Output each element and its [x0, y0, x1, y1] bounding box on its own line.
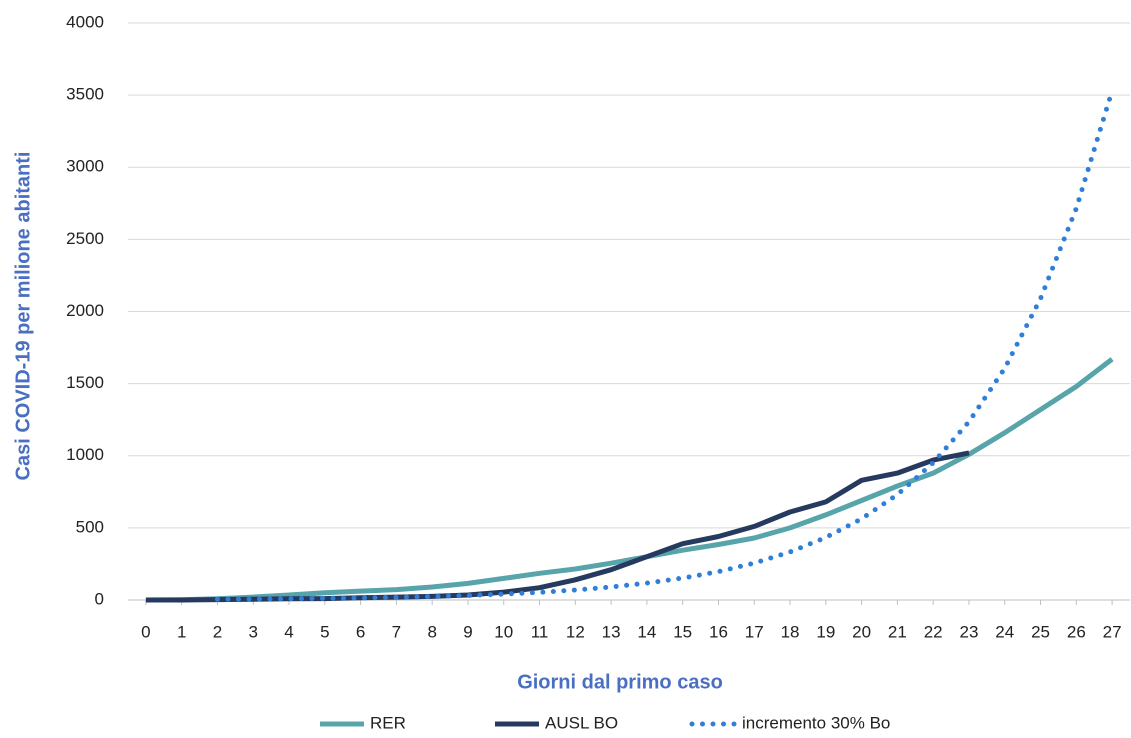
x-tick-label: 27: [1103, 622, 1122, 641]
x-tick-label: 17: [745, 622, 764, 641]
x-tick-label: 3: [249, 622, 258, 641]
line-series: [215, 88, 1115, 602]
x-tick-label: 20: [852, 622, 871, 641]
x-tick-label: 25: [1031, 622, 1050, 641]
x-tick-label: 12: [566, 622, 585, 641]
x-axis-title: Giorni dal primo caso: [517, 671, 723, 693]
y-axis-title: Casi COVID-19 per milione abitanti: [12, 152, 34, 481]
x-tick-label: 22: [924, 622, 943, 641]
x-tick-label: 8: [427, 622, 436, 641]
legend-label: AUSL BO: [545, 713, 618, 732]
y-tick-label: 500: [76, 517, 104, 536]
x-tick-label: 19: [816, 622, 835, 641]
x-tick-label: 11: [531, 622, 549, 641]
x-tick-label: 16: [709, 622, 728, 641]
x-tick-label: 5: [320, 622, 329, 641]
x-tick-label: 24: [995, 622, 1014, 641]
x-tick-label: 15: [673, 622, 692, 641]
x-tick-label: 4: [284, 622, 293, 641]
x-tick-label: 7: [392, 622, 401, 641]
y-tick-label: 2500: [66, 229, 104, 248]
x-tick-label: 23: [960, 622, 979, 641]
x-tick-label: 26: [1067, 622, 1086, 641]
y-tick-label: 1500: [66, 373, 104, 392]
x-tick-label: 0: [141, 622, 150, 641]
y-tick-label: 4000: [66, 12, 104, 31]
line-series: [145, 450, 970, 603]
y-tick-label: 2000: [66, 301, 104, 320]
x-tick-label: 14: [637, 622, 656, 641]
y-tick-label: 3500: [66, 85, 104, 104]
x-tick-label: 13: [602, 622, 621, 641]
x-tick-label: 18: [781, 622, 800, 641]
x-tick-label: 2: [213, 622, 222, 641]
y-tick-label: 1000: [66, 445, 104, 464]
legend-label: incremento 30% Bo: [742, 713, 890, 732]
legend-label: RER: [370, 713, 406, 732]
x-tick-label: 6: [356, 622, 365, 641]
x-tick-label: 1: [177, 622, 186, 641]
x-tick-label: 21: [888, 622, 907, 641]
line-series: [145, 357, 1114, 603]
y-tick-label: 3000: [66, 157, 104, 176]
y-tick-label: 0: [95, 589, 104, 608]
x-tick-label: 9: [463, 622, 472, 641]
x-tick-label: 10: [494, 622, 513, 641]
